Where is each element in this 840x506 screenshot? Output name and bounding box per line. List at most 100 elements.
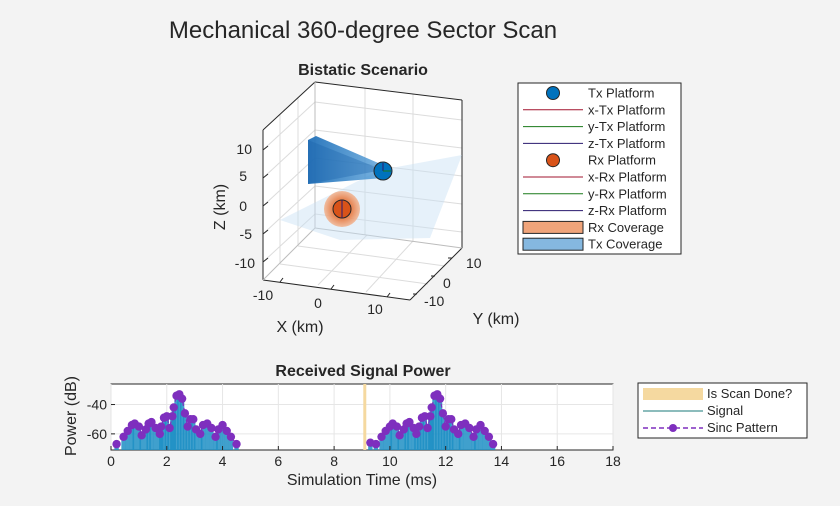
signal-bar (414, 433, 419, 450)
x-tick-label: 0 (107, 453, 115, 469)
x-tick-label: 6 (274, 453, 282, 469)
legend-label: x-Rx Platform (588, 170, 667, 185)
signal-bar (419, 417, 425, 450)
y-tick-label: 10 (466, 255, 482, 271)
x-tick-label: 2 (163, 453, 171, 469)
signal-bar (401, 429, 407, 450)
signal-bar (159, 426, 164, 450)
signal-bar (456, 433, 461, 450)
signal-bar (449, 419, 454, 450)
signal-bar (462, 423, 468, 450)
sinc-point (480, 426, 489, 436)
sinc-point (155, 429, 165, 439)
signal-bar (185, 426, 190, 450)
z-tick-label: -10 (235, 255, 255, 271)
sinc-point (371, 439, 381, 449)
legend-marker (546, 153, 560, 168)
sinc-point (426, 412, 435, 421)
sinc-point (112, 439, 121, 449)
signal-bar (213, 436, 218, 450)
x-tick-label: -10 (253, 287, 273, 303)
sinc-point (438, 409, 448, 418)
sinc-point (395, 431, 404, 440)
signal-bar (471, 436, 476, 450)
sinc-point (454, 429, 463, 439)
sinc-point (211, 432, 220, 441)
legend-label: Tx Coverage (588, 237, 662, 252)
signal-bar (429, 407, 434, 450)
signal-bar (125, 430, 130, 450)
x-tick-label: 18 (605, 453, 621, 469)
y-tick-label: -60 (87, 426, 107, 442)
signal-bar (200, 425, 206, 450)
sinc-point (435, 394, 445, 403)
legend-sinc-label: Sinc Pattern (707, 420, 778, 435)
sinc-point (427, 403, 436, 412)
signal-bar (193, 429, 199, 450)
legend-label: y-Rx Platform (588, 186, 667, 201)
legend-label: Tx Platform (588, 86, 654, 101)
sinc-point (392, 422, 402, 431)
sinc-point (377, 432, 386, 441)
signal-bar (407, 422, 412, 450)
sinc-point (488, 439, 498, 449)
z-tick-label: 0 (239, 198, 247, 214)
sinc-point (189, 415, 198, 424)
legend-marker (546, 86, 560, 100)
y-tick-label: -10 (424, 293, 444, 309)
signal-bar (383, 430, 388, 450)
legend-sinc-marker (669, 424, 677, 432)
tx-coverage-shadow (280, 155, 462, 240)
sinc-point (226, 432, 236, 441)
signal-bar (387, 426, 393, 450)
sinc-point (165, 423, 174, 433)
sinc-point (196, 429, 205, 439)
legend-label: z-Rx Platform (588, 203, 667, 218)
signal-bar (149, 422, 154, 450)
signal-bar (478, 425, 483, 450)
signal-bar (228, 436, 234, 450)
signal-bar (205, 423, 210, 450)
sinc-point (137, 431, 146, 440)
sinc-point (134, 422, 144, 431)
sinc-point (412, 429, 421, 439)
signal-bar (182, 413, 188, 450)
back-wall-left (263, 82, 315, 280)
sinc-point (469, 432, 478, 441)
signal-bar (146, 423, 151, 450)
x-tick-label: 16 (549, 453, 565, 469)
signal-bar (467, 428, 472, 450)
legend-label: x-Tx Platform (588, 102, 665, 117)
sinc-point (232, 439, 241, 449)
x-tick-label: 12 (438, 453, 454, 469)
signal-bar (390, 423, 395, 450)
signal-bar (458, 425, 464, 450)
sinc-point (147, 417, 156, 427)
signal-bar (179, 398, 185, 450)
x-tick-label: 14 (494, 453, 510, 469)
signal-bar (397, 435, 402, 450)
signal-bar (425, 428, 430, 450)
legend-signal-label: Signal (707, 403, 743, 418)
sinc-point (207, 423, 216, 433)
sinc-point (447, 415, 456, 424)
signal-bar (191, 419, 196, 450)
signal-bar (164, 416, 169, 450)
sinc-point (157, 422, 166, 431)
legend-label: Rx Platform (588, 153, 656, 168)
signal-bar (379, 436, 384, 450)
x-axis-label: X (km) (276, 319, 323, 336)
power-y-label: Power (dB) (63, 376, 80, 456)
sinc-point (414, 422, 424, 431)
y-tick-label: -40 (87, 397, 107, 413)
signal-bar (404, 423, 409, 450)
signal-bar (432, 395, 437, 450)
legend-scan-label: Is Scan Done? (707, 386, 792, 401)
sinc-point (423, 423, 432, 433)
sinc-point (484, 432, 494, 441)
scan-done-marker (363, 384, 367, 450)
power-axes: Received Signal Power 0 2 4 6 8 10 12 14 16 18 -40… (63, 363, 621, 489)
sinc-point (218, 420, 227, 430)
scenario-title: Bistatic Scenario (298, 62, 428, 79)
